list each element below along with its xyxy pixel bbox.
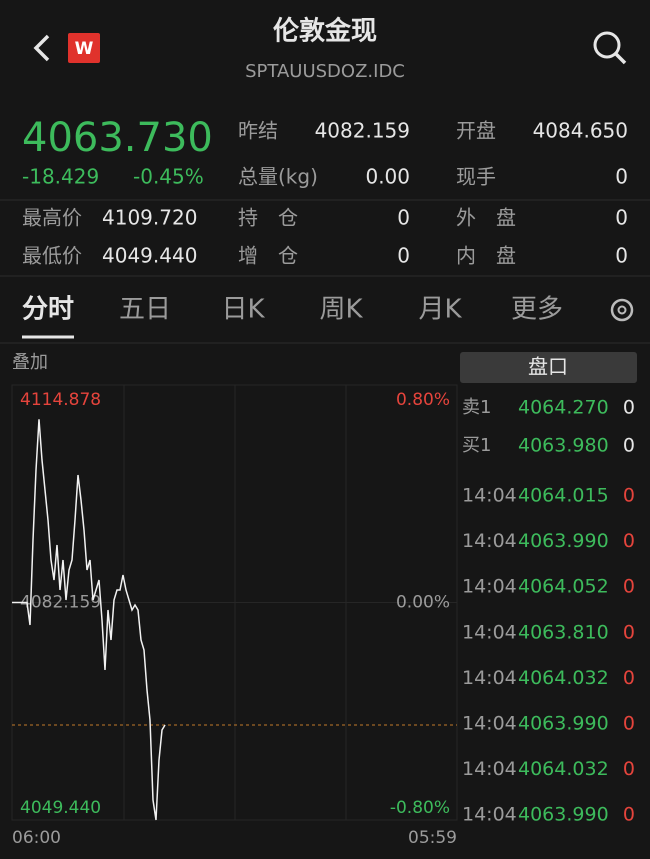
- trade-time: 14:04: [462, 530, 517, 552]
- y-tick-label: 4114.878: [20, 390, 101, 410]
- book-header[interactable]: [460, 352, 637, 383]
- tab[interactable]: 日K: [221, 295, 265, 325]
- price-line: [12, 419, 166, 821]
- x-tick-label: 06:00: [12, 828, 61, 848]
- stat-label: 现手: [456, 165, 496, 189]
- trade-price: 4064.015: [518, 485, 609, 507]
- stat-label: 最高价: [22, 206, 82, 230]
- stat-label: 外 盘: [456, 206, 516, 230]
- trade-volume: 0: [623, 576, 635, 598]
- trade-volume: 0: [623, 621, 635, 643]
- subtitle: SPTAUUSDOZ.IDC: [245, 61, 405, 82]
- stat-value: 0: [615, 244, 628, 268]
- trade-price: 4063.810: [518, 621, 609, 643]
- tab[interactable]: 更多: [511, 295, 563, 325]
- level-volume: 0: [623, 435, 635, 457]
- trade-time: 14:04: [462, 621, 517, 643]
- tab[interactable]: 分时: [22, 295, 74, 325]
- trade-price: 4064.032: [518, 758, 609, 780]
- trade-time: 14:04: [462, 485, 517, 507]
- stat-value: 4082.159: [315, 119, 410, 143]
- level-label: 卖1: [462, 397, 491, 418]
- trade-volume: 0: [623, 758, 635, 780]
- stat-value: 4084.650: [533, 119, 628, 143]
- y-tick-label: 4049.440: [20, 798, 101, 818]
- overlay-label: 叠加: [12, 352, 48, 373]
- level-label: 买1: [462, 435, 491, 456]
- trade-time: 14:04: [462, 758, 517, 780]
- y2-tick-label: 0.00%: [396, 593, 450, 613]
- trade-price: 4064.052: [518, 576, 609, 598]
- tab[interactable]: 周K: [319, 295, 363, 325]
- back-button[interactable]: [33, 34, 50, 62]
- y-tick-label: 4082.159: [20, 593, 101, 613]
- trade-time: 14:04: [462, 576, 517, 598]
- stat-label: 总量(kg): [238, 165, 318, 189]
- trade-price: 4063.990: [518, 530, 609, 552]
- trade-price: 4063.990: [518, 713, 609, 735]
- stat-label: 增 仓: [238, 244, 298, 268]
- trade-price: 4064.032: [518, 667, 609, 689]
- trade-volume: 0: [623, 713, 635, 735]
- logo: [68, 33, 100, 63]
- stat-label: 持 仓: [238, 206, 298, 230]
- change-pct: -0.45%: [133, 165, 204, 189]
- y2-tick-label: -0.80%: [390, 798, 450, 818]
- trade-volume: 0: [623, 667, 635, 689]
- tab[interactable]: 五日: [119, 295, 171, 325]
- stat-label: 内 盘: [456, 244, 516, 268]
- settings-button[interactable]: [610, 298, 634, 322]
- x-tick-label: 05:59: [408, 828, 457, 848]
- stat-value: 4109.720: [102, 206, 197, 230]
- stat-value: 0: [397, 244, 410, 268]
- stat-label: 昨结: [238, 119, 278, 143]
- trade-time: 14:04: [462, 667, 517, 689]
- level-price: 4063.980: [518, 435, 609, 457]
- book-title: 盘口: [528, 355, 568, 379]
- stat-label: 最低价: [22, 244, 82, 268]
- level-price: 4064.270: [518, 397, 609, 419]
- stat-value: 4049.440: [102, 244, 197, 268]
- y2-tick-label: 0.80%: [396, 390, 450, 410]
- last-price: 4063.730: [22, 115, 213, 161]
- stat-value: 0: [615, 206, 628, 230]
- logo-text: W: [75, 39, 94, 59]
- trade-volume: 0: [623, 530, 635, 552]
- stat-value: 0: [397, 206, 410, 230]
- stat-value: 0: [615, 165, 628, 189]
- trade-time: 14:04: [462, 804, 517, 826]
- stat-label: 开盘: [456, 119, 496, 143]
- trade-price: 4063.990: [518, 804, 609, 826]
- level-volume: 0: [623, 397, 635, 419]
- tab[interactable]: 月K: [418, 295, 462, 325]
- search-button[interactable]: [593, 31, 627, 65]
- trade-time: 14:04: [462, 713, 517, 735]
- title: 伦敦金现: [273, 16, 377, 47]
- trade-volume: 0: [623, 485, 635, 507]
- change: -18.429: [22, 165, 99, 189]
- stat-value: 0.00: [365, 165, 410, 189]
- trade-volume: 0: [623, 804, 635, 826]
